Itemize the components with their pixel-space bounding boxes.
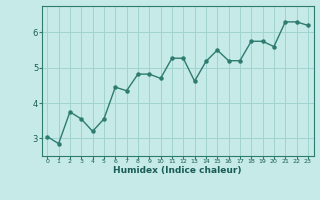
X-axis label: Humidex (Indice chaleur): Humidex (Indice chaleur) [113, 166, 242, 175]
